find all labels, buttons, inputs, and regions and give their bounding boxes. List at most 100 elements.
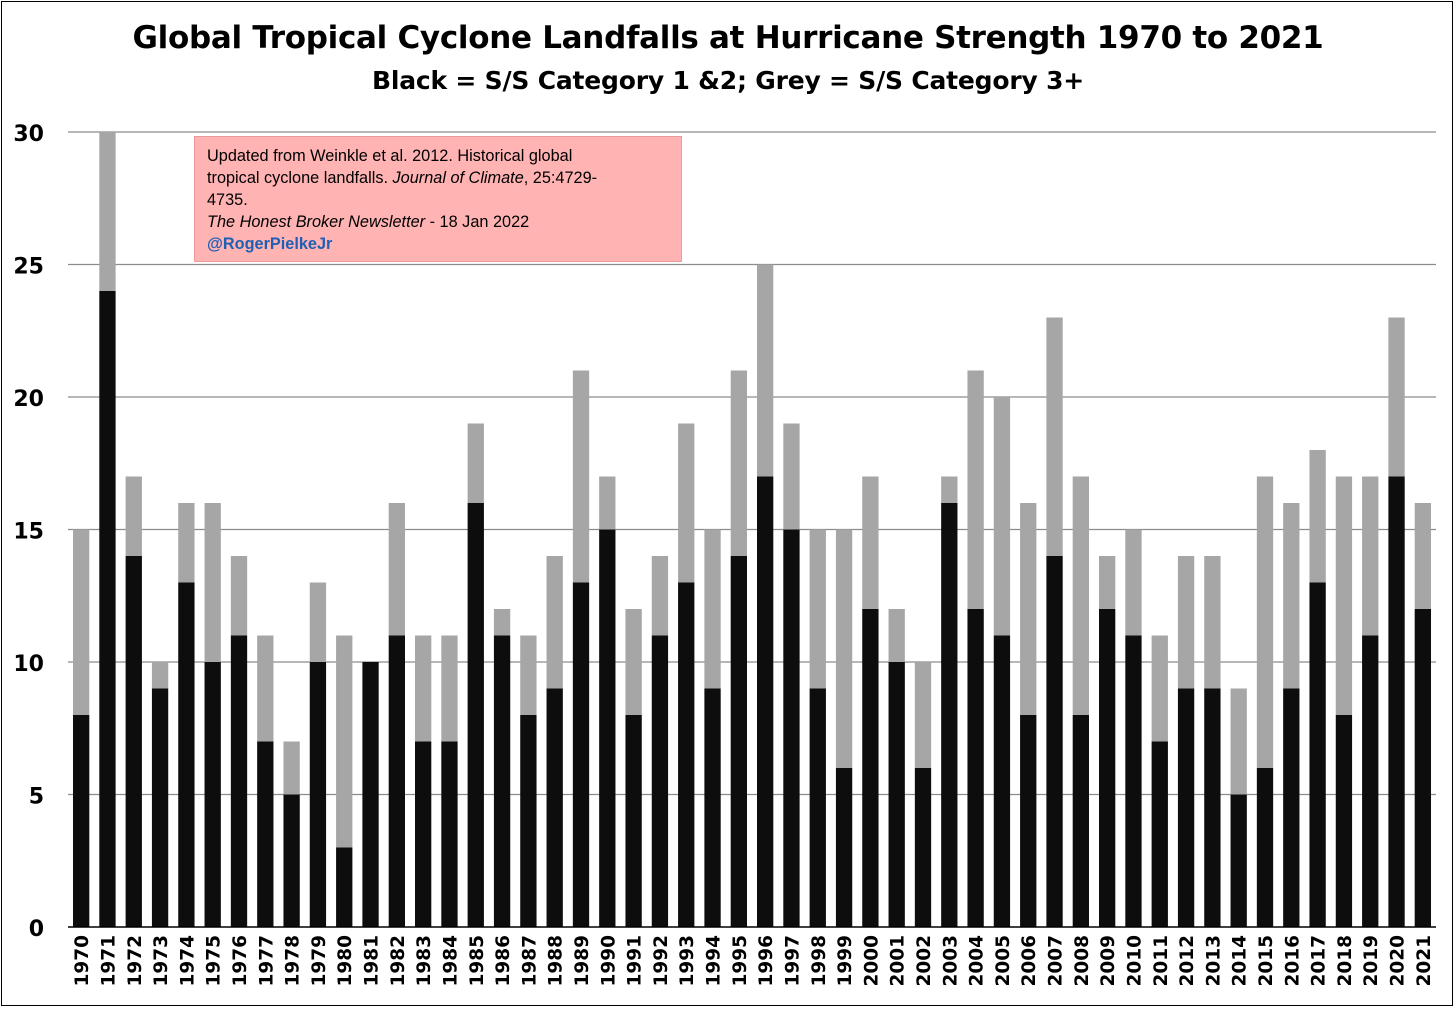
y-tick-label-10: 10 [13, 652, 44, 677]
bar-cat3plus-2002 [914, 662, 932, 768]
y-tick-label-5: 5 [29, 785, 44, 810]
bar-cat3plus-1972 [125, 476, 142, 556]
bar-cat12-1993 [678, 582, 695, 927]
bar-cat12-2012 [1177, 688, 1195, 927]
bar-cat12-2018 [1335, 715, 1353, 927]
x-tick-label-2005: 2005 [993, 935, 1014, 987]
x-tick-label-1974: 1974 [177, 935, 198, 987]
bar-cat12-1981 [362, 662, 379, 927]
bar-cat3plus-2000 [862, 476, 879, 609]
x-tick-label-2004: 2004 [967, 935, 988, 987]
bar-cat3plus-1973 [151, 662, 169, 689]
bar-cat12-2008 [1072, 715, 1090, 927]
bar-cat3plus-1985 [467, 423, 484, 503]
bar-cat3plus-1990 [599, 476, 616, 530]
x-tick-label-1986: 1986 [493, 935, 514, 987]
annotation-newsletter: The Honest Broker Newsletter [207, 213, 426, 231]
bar-cat12-1980 [336, 847, 353, 927]
x-tick-label-1982: 1982 [388, 935, 409, 987]
x-tick-label-1978: 1978 [283, 935, 304, 987]
x-tick-label-2006: 2006 [1019, 935, 1040, 987]
bar-cat12-2016 [1283, 688, 1300, 927]
x-tick-label-2012: 2012 [1177, 935, 1198, 987]
bar-cat3plus-2013 [1204, 556, 1221, 689]
x-tick-label-1983: 1983 [414, 935, 435, 987]
x-tick-label-2018: 2018 [1335, 935, 1356, 987]
bar-cat3plus-2005 [993, 397, 1011, 636]
bar-cat3plus-1971 [99, 132, 116, 291]
bar-cat12-1988 [546, 688, 563, 927]
x-tick-label-2002: 2002 [914, 935, 935, 987]
x-tick-label-1995: 1995 [730, 935, 751, 987]
annotation-handle: @RogerPielkeJr [207, 235, 333, 253]
x-tick-label-1992: 1992 [651, 935, 672, 987]
x-tick-label-1994: 1994 [704, 935, 725, 987]
x-tick-label-1975: 1975 [204, 935, 225, 987]
x-tick-label-2014: 2014 [1230, 935, 1251, 987]
x-tick-label-1979: 1979 [309, 935, 330, 987]
x-tick-label-1976: 1976 [230, 935, 251, 987]
bar-cat3plus-2003 [941, 476, 958, 503]
bar-cat3plus-2010 [1125, 529, 1142, 636]
y-tick-label-15: 15 [13, 520, 44, 545]
bar-cat3plus-1997 [783, 423, 800, 530]
x-tick-label-2009: 2009 [1098, 935, 1119, 987]
bar-cat12-1997 [783, 529, 800, 927]
bar-cat12-2010 [1125, 635, 1142, 927]
bar-cat3plus-1984 [441, 635, 458, 742]
bar-cat3plus-2019 [1362, 476, 1379, 636]
bar-cat3plus-2001 [888, 609, 905, 662]
x-tick-label-1996: 1996 [756, 935, 777, 987]
bar-cat12-2019 [1362, 635, 1379, 927]
bar-cat3plus-1993 [678, 423, 695, 583]
x-tick-label-1970: 1970 [72, 935, 93, 987]
bar-cat3plus-2006 [1020, 503, 1037, 715]
bar-cat3plus-1976 [230, 556, 248, 636]
bar-cat3plus-2009 [1098, 556, 1116, 609]
bar-cat3plus-1982 [388, 503, 406, 636]
x-tick-label-1999: 1999 [835, 935, 856, 987]
x-tick-label-1993: 1993 [677, 935, 698, 987]
bar-cat3plus-2008 [1072, 476, 1090, 715]
bar-cat12-1985 [467, 503, 484, 927]
bar-cat12-1970 [72, 715, 90, 927]
x-tick-label-1985: 1985 [467, 935, 488, 987]
bar-cat12-2001 [888, 662, 905, 927]
bar-cat3plus-2011 [1151, 635, 1168, 742]
annotation-journal: Journal of Climate [392, 169, 524, 187]
x-tick-label-1990: 1990 [598, 935, 619, 987]
bar-cat12-1992 [651, 635, 669, 927]
bar-cat3plus-1975 [204, 503, 221, 662]
bar-cat12-1994 [704, 688, 721, 927]
annotation-line-2c: , 25:4729- [523, 169, 598, 187]
bar-cat12-1986 [493, 635, 511, 927]
x-tick-label-2021: 2021 [1414, 935, 1435, 987]
bar-cat12-1971 [99, 291, 116, 927]
y-tick-label-30: 30 [13, 122, 44, 147]
bar-cat12-1976 [230, 635, 248, 927]
bar-cat3plus-1996 [756, 264, 774, 477]
bar-cat12-1995 [730, 556, 748, 927]
bar-cat12-1990 [599, 529, 616, 927]
x-tick-label-2015: 2015 [1256, 935, 1277, 987]
x-tick-label-2001: 2001 [888, 935, 909, 987]
x-tick-label-1971: 1971 [98, 935, 119, 987]
bar-cat3plus-1978 [283, 741, 300, 795]
annotation-line-1: Updated from Weinkle et al. 2012. Histor… [207, 147, 573, 165]
bar-cat12-2005 [993, 635, 1011, 927]
x-tick-label-2016: 2016 [1282, 935, 1303, 987]
bar-cat12-1972 [125, 556, 142, 927]
bar-cat3plus-1974 [178, 503, 195, 583]
bar-cat12-1996 [756, 476, 774, 927]
bar-cat12-1973 [151, 688, 169, 927]
bar-cat12-1974 [178, 582, 195, 927]
x-tick-label-1972: 1972 [125, 935, 146, 987]
bar-cat12-2014 [1230, 794, 1247, 927]
x-tick-label-1997: 1997 [782, 935, 803, 987]
bar-cat3plus-2007 [1046, 317, 1063, 556]
x-tick-label-1980: 1980 [335, 935, 356, 987]
x-tick-label-2007: 2007 [1046, 935, 1067, 987]
bar-cat3plus-1970 [72, 529, 90, 715]
